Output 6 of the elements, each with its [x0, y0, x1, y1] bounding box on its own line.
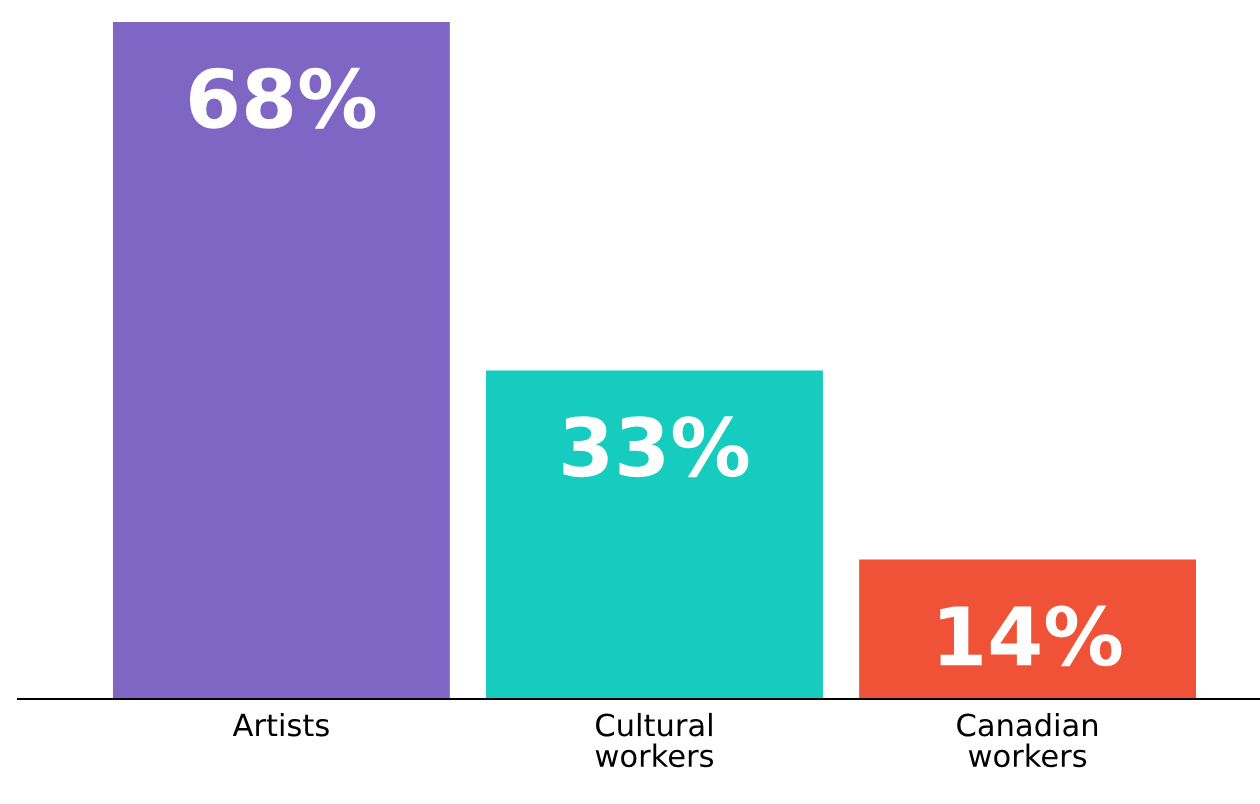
x-tick-label: Artists	[232, 712, 329, 737]
x-tick-label: Cultural workers	[595, 712, 714, 768]
data-label: 14%	[940, 605, 1122, 667]
data-label: 33%	[563, 416, 749, 478]
x-tick-label: Canadian workers	[957, 712, 1098, 768]
data-label: 68%	[189, 67, 376, 129]
